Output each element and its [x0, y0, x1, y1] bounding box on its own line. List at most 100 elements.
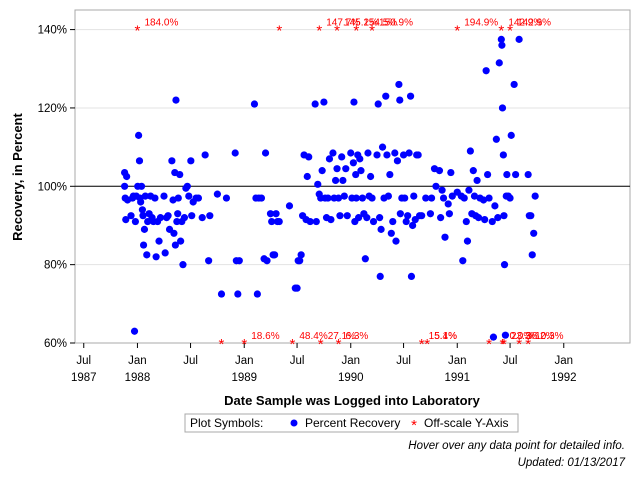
data-point[interactable]	[399, 151, 408, 159]
data-point[interactable]	[257, 194, 266, 202]
offscale-marker[interactable]: *	[507, 23, 513, 40]
data-point[interactable]	[389, 217, 397, 226]
data-point[interactable]	[174, 210, 182, 218]
data-point[interactable]	[303, 172, 311, 181]
data-point[interactable]	[448, 192, 456, 200]
data-point[interactable]	[334, 194, 343, 202]
offscale-marker[interactable]: *	[353, 23, 359, 40]
data-point[interactable]	[387, 229, 395, 237]
data-point[interactable]	[395, 80, 403, 89]
offscale-marker[interactable]: *	[369, 23, 375, 40]
data-point[interactable]	[393, 157, 402, 165]
data-point[interactable]	[500, 212, 508, 220]
data-point[interactable]	[357, 167, 365, 175]
data-point[interactable]	[339, 176, 347, 185]
offscale-marker[interactable]: *	[454, 23, 460, 40]
data-point[interactable]	[484, 170, 492, 179]
data-point[interactable]	[329, 149, 337, 157]
data-point[interactable]	[235, 257, 243, 265]
data-point[interactable]	[439, 194, 448, 202]
data-point[interactable]	[272, 210, 280, 218]
data-point[interactable]	[138, 206, 147, 214]
data-point[interactable]	[179, 261, 187, 269]
data-point[interactable]	[422, 194, 430, 202]
data-point[interactable]	[318, 167, 326, 175]
data-point[interactable]	[143, 251, 151, 259]
data-point[interactable]	[293, 284, 301, 292]
data-point[interactable]	[194, 194, 203, 202]
data-point[interactable]	[383, 151, 391, 159]
data-point[interactable]	[305, 153, 313, 161]
data-point[interactable]	[268, 217, 276, 226]
data-point[interactable]	[135, 157, 144, 165]
data-point[interactable]	[376, 214, 384, 222]
data-point[interactable]	[404, 212, 412, 220]
data-point[interactable]	[173, 217, 181, 226]
data-point[interactable]	[198, 214, 206, 222]
data-point[interactable]	[350, 98, 358, 106]
offscale-marker[interactable]: *	[424, 336, 430, 353]
offscale-marker[interactable]: *	[334, 23, 340, 40]
data-point[interactable]	[285, 202, 294, 210]
data-point[interactable]	[338, 153, 346, 161]
data-point[interactable]	[168, 157, 176, 165]
offscale-marker[interactable]: *	[419, 336, 425, 353]
data-point[interactable]	[170, 229, 178, 237]
data-point[interactable]	[469, 167, 477, 175]
data-point[interactable]	[164, 212, 172, 220]
data-point[interactable]	[386, 170, 394, 179]
data-point[interactable]	[363, 214, 371, 222]
data-point[interactable]	[373, 151, 381, 159]
data-point[interactable]	[374, 100, 382, 108]
data-point[interactable]	[479, 196, 488, 204]
data-point[interactable]	[352, 170, 360, 179]
data-point[interactable]	[270, 251, 279, 259]
offscale-marker[interactable]: *	[318, 336, 324, 353]
data-point[interactable]	[183, 182, 191, 190]
data-point[interactable]	[205, 257, 213, 265]
data-point[interactable]	[378, 143, 387, 151]
data-point[interactable]	[137, 198, 145, 206]
data-point[interactable]	[410, 192, 418, 200]
data-point[interactable]	[445, 210, 453, 218]
data-point[interactable]	[391, 149, 399, 157]
offscale-marker[interactable]: *	[316, 23, 322, 40]
data-point[interactable]	[491, 202, 499, 210]
data-point[interactable]	[377, 225, 385, 233]
data-point[interactable]	[130, 327, 139, 335]
data-point[interactable]	[444, 200, 452, 208]
data-point[interactable]	[466, 147, 474, 155]
data-point[interactable]	[141, 192, 149, 200]
data-point[interactable]	[426, 210, 435, 218]
data-point[interactable]	[482, 67, 490, 75]
offscale-marker[interactable]: *	[241, 336, 247, 353]
data-point[interactable]	[180, 214, 189, 222]
offscale-marker[interactable]: *	[219, 336, 225, 353]
offscale-marker[interactable]: *	[289, 336, 295, 353]
data-point[interactable]	[160, 192, 168, 200]
data-point[interactable]	[176, 170, 184, 179]
data-point[interactable]	[331, 176, 340, 185]
data-point[interactable]	[438, 186, 446, 194]
data-point[interactable]	[401, 194, 409, 202]
data-point[interactable]	[312, 217, 320, 226]
data-point[interactable]	[498, 41, 506, 49]
data-point[interactable]	[177, 237, 185, 245]
data-point[interactable]	[201, 151, 209, 159]
data-point[interactable]	[384, 192, 392, 200]
data-point[interactable]	[485, 194, 493, 202]
data-point[interactable]	[489, 333, 498, 341]
data-point[interactable]	[275, 217, 283, 226]
data-point[interactable]	[530, 229, 538, 237]
data-point[interactable]	[135, 131, 143, 139]
data-point[interactable]	[506, 194, 514, 202]
data-point[interactable]	[296, 257, 304, 265]
data-point[interactable]	[495, 59, 503, 67]
data-point[interactable]	[507, 131, 515, 139]
data-point[interactable]	[121, 182, 129, 190]
data-point[interactable]	[156, 214, 165, 222]
data-point[interactable]	[171, 241, 179, 249]
data-point[interactable]	[462, 217, 470, 226]
data-point[interactable]	[336, 212, 344, 220]
data-point[interactable]	[524, 170, 532, 179]
